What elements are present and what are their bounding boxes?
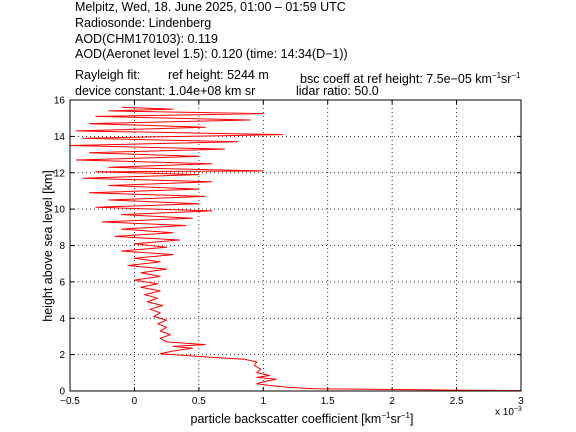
title-line-1: Melpitz, Wed, 18. June 2025, 01:00 – 01:…	[75, 0, 346, 14]
x-tick-label: 3	[518, 396, 524, 407]
title-line-3: AOD(CHM170103): 0.119	[75, 32, 218, 46]
ref-height: ref height: 5244 m	[168, 68, 269, 82]
y-tick-label: 16	[54, 96, 66, 107]
y-tick-label: 4	[59, 314, 65, 325]
bsc-coeff: bsc coeff at ref height: 7.5e−05 km−1sr−…	[300, 71, 521, 86]
y-tick-label: 8	[59, 241, 65, 252]
y-tick-label: 10	[54, 205, 66, 216]
y-tick-label: 6	[59, 277, 65, 288]
x-tick-label: 2.5	[450, 396, 464, 407]
y-axis-label: height above sea level [km]	[41, 170, 55, 321]
rayleigh-fit-label: Rayleigh fit:	[75, 68, 141, 82]
backscatter-profile-line	[69, 106, 522, 392]
x-multiplier: x 10−3	[495, 406, 522, 418]
y-tick-label: 2	[59, 350, 65, 361]
x-axis-label: particle backscatter coefficient [km−1sr…	[191, 411, 414, 426]
x-tick-label: 2	[389, 396, 395, 407]
title-line-2: Radiosonde: Lindenberg	[75, 16, 212, 30]
data-layer	[69, 106, 522, 392]
x-tick-label: −0.5	[60, 396, 80, 407]
y-tick-label: 14	[54, 132, 66, 143]
device-constant: device constant: 1.04e+08 km sr	[75, 84, 256, 98]
x-tick-label: 0	[132, 396, 138, 407]
lidar-ratio: lidar ratio: 50.0	[296, 84, 379, 98]
y-tick-label: 0	[59, 387, 65, 398]
x-tick-label: 1	[261, 396, 267, 407]
title-line-4: AOD(Aeronet level 1.5): 0.120 (time: 14:…	[75, 47, 348, 61]
x-tick-label: 1.5	[321, 396, 335, 407]
y-tick-label: 12	[54, 168, 66, 179]
x-tick-label: 0.5	[192, 396, 206, 407]
